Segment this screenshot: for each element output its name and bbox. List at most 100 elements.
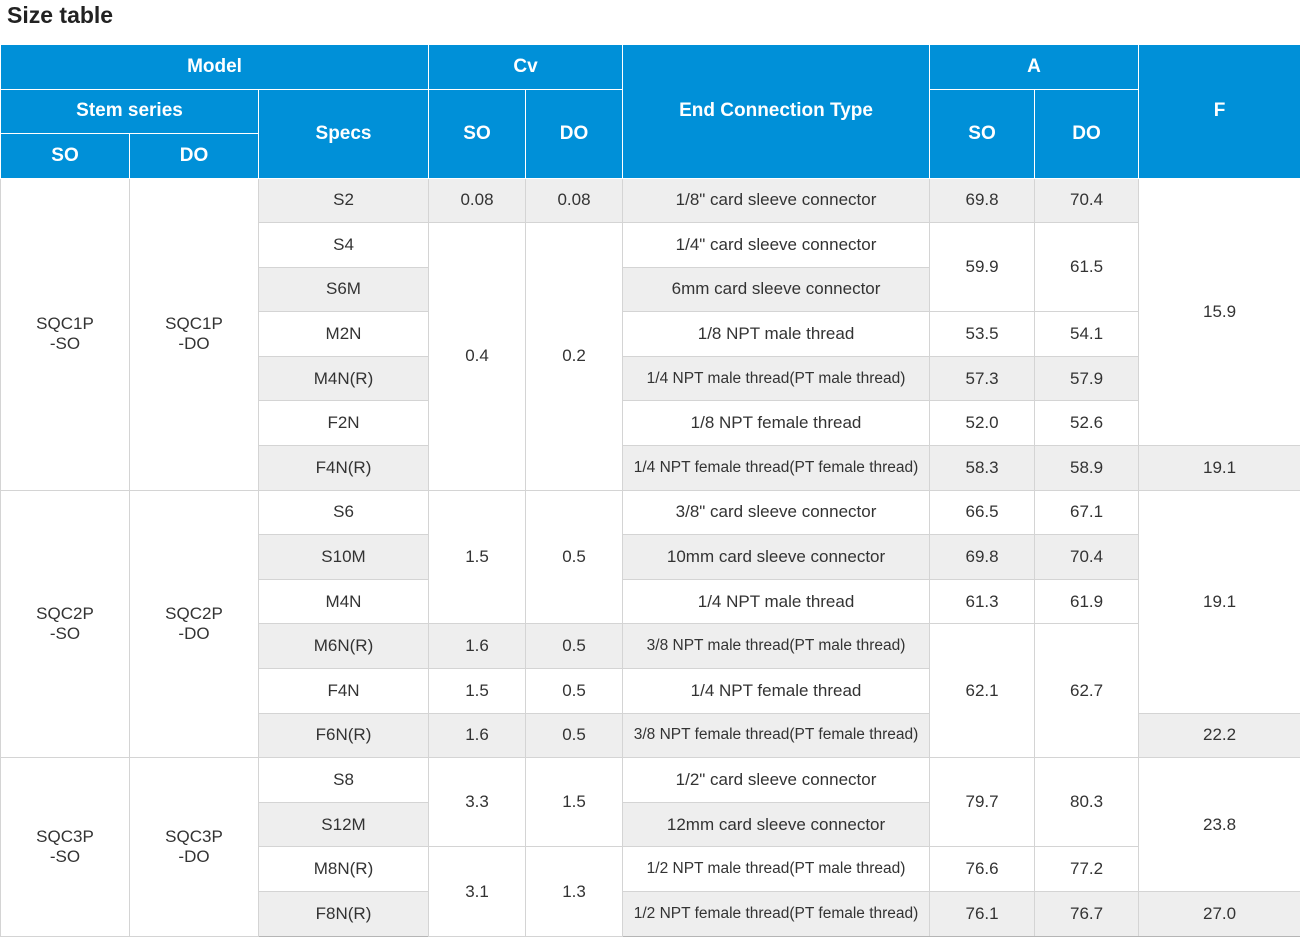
end-connection-cell: 1/8 NPT female thread (622, 400, 931, 447)
table-header: Model Cv End Connection Type A F Stem se… (0, 44, 1300, 179)
table-row: F8N(R) 1/2 NPT female thread(PT female t… (1, 891, 1300, 937)
a-do-cell: 62.7 (1034, 623, 1140, 759)
header-a-so: SO (929, 88, 1036, 179)
end-connection-cell: 1/4 NPT male thread (622, 578, 931, 625)
table-body: SQC1P -SO SQC1P -DO S2 0.08 0.08 1/8" ca… (0, 177, 1300, 937)
end-connection-cell: 1/8 NPT male thread (622, 311, 931, 357)
cv-do-cell: 0.2 (525, 222, 624, 491)
header-cv: Cv (428, 44, 624, 90)
specs-cell: S4 (257, 222, 430, 268)
stem-do-cell: SQC2P -DO (129, 489, 259, 759)
table-row: M6N(R) 1.6 0.5 3/8 NPT male thread(PT ma… (1, 623, 1300, 759)
cv-so-cell: 0.4 (428, 222, 527, 491)
end-connection-cell: 3/8 NPT male thread(PT male thread) (622, 623, 931, 670)
a-do-cell: 57.9 (1034, 355, 1140, 402)
header-a-do: DO (1034, 88, 1140, 179)
a-so-cell: 69.8 (929, 534, 1036, 580)
stem-so-cell: SQC2P -SO (0, 489, 130, 759)
table-row: S10M 10mm card sleeve connector 69.8 70.… (1, 534, 1300, 580)
specs-cell: F8N(R) (257, 891, 430, 937)
end-connection-cell: 1/2 NPT female thread(PT female thread) (622, 891, 931, 937)
specs-cell: S10M (257, 534, 430, 580)
end-connection-cell: 12mm card sleeve connector (622, 801, 931, 848)
table-row: F4N 1.5 0.5 1/4 NPT female thread (1, 668, 1300, 714)
end-connection-cell: 1/8" card sleeve connector (622, 177, 931, 224)
specs-cell: S6 (257, 489, 430, 536)
table-row: SQC2P -SO SQC2P -DO S6 1.5 0.5 3/8" card… (0, 489, 1300, 759)
a-do-cell: 54.1 (1034, 311, 1140, 357)
cv-so-cell: 3.1 (428, 846, 527, 937)
cv-so-cell: 1.5 (428, 489, 527, 625)
a-so-cell: 61.3 (929, 578, 1036, 625)
header-stem-series: Stem series (0, 88, 259, 134)
a-so-cell: 66.5 (929, 489, 1036, 536)
f-cell: 23.8 (1138, 757, 1300, 892)
a-do-cell: 52.6 (1034, 400, 1140, 447)
table-row: SQC1P -SO SQC1P -DO S2 0.08 0.08 1/8" ca… (0, 177, 1300, 491)
table-row: S4 0.4 0.2 1/4" card sleeve connector 59… (1, 222, 1300, 491)
cv-do-cell: 0.5 (525, 712, 624, 759)
end-connection-cell: 6mm card sleeve connector (622, 266, 931, 313)
a-do-cell: 80.3 (1034, 757, 1140, 848)
header-model: Model (0, 44, 430, 90)
end-connection-cell: 10mm card sleeve connector (622, 534, 931, 580)
stem-do-cell: SQC3P -DO (129, 757, 259, 937)
specs-cell: M4N(R) (257, 355, 430, 402)
table-row: M4N 1/4 NPT male thread 61.3 61.9 (1, 578, 1300, 625)
header-specs: Specs (257, 88, 430, 179)
a-do-cell: 58.9 (1034, 445, 1140, 491)
cv-do-cell: 0.08 (525, 177, 624, 224)
cv-so-cell: 0.08 (428, 177, 527, 224)
a-do-cell: 61.9 (1034, 578, 1140, 625)
a-so-cell: 76.6 (929, 846, 1036, 892)
cv-so-cell: 1.5 (428, 668, 527, 714)
cv-do-cell: 1.5 (525, 757, 624, 848)
specs-cell: M4N (257, 578, 430, 625)
specs-cell: F4N(R) (257, 445, 430, 491)
a-do-cell: 70.4 (1034, 534, 1140, 580)
end-connection-cell: 1/4 NPT female thread(PT female thread) (622, 445, 931, 491)
table-row: F6N(R) 1.6 0.5 3/8 NPT female thread(PT … (1, 712, 1300, 759)
specs-cell: S2 (257, 177, 430, 224)
header-stem-do: DO (129, 133, 259, 179)
table-row: S6M 6mm card sleeve connector (1, 266, 1300, 313)
specs-cell: M2N (257, 311, 430, 357)
table-row: M8N(R) 3.1 1.3 1/2 NPT male thread(PT ma… (1, 846, 1300, 937)
cv-do-cell: 1.3 (525, 846, 624, 937)
f-cell: 15.9 (1138, 177, 1300, 447)
header-end-connection-type: End Connection Type (622, 44, 931, 179)
specs-cell: S8 (257, 757, 430, 803)
header-cv-so: SO (428, 88, 527, 179)
end-connection-cell: 1/4 NPT male thread(PT male thread) (622, 355, 931, 402)
a-so-cell: 59.9 (929, 222, 1036, 313)
specs-cell: S6M (257, 266, 430, 313)
stem-so-cell: SQC3P -SO (0, 757, 130, 937)
a-do-cell: 67.1 (1034, 489, 1140, 536)
cv-do-cell: 0.5 (525, 623, 624, 670)
table-row: S12M 12mm card sleeve connector (1, 801, 1300, 848)
f-cell: 19.1 (1138, 489, 1300, 714)
a-so-cell: 58.3 (929, 445, 1036, 491)
a-so-cell: 76.1 (929, 891, 1036, 937)
a-so-cell: 53.5 (929, 311, 1036, 357)
cv-do-cell: 0.5 (525, 489, 624, 625)
f-cell: 19.1 (1138, 445, 1300, 491)
a-so-cell: 62.1 (929, 623, 1036, 759)
a-do-cell: 70.4 (1034, 177, 1140, 224)
a-do-cell: 77.2 (1034, 846, 1140, 892)
header-a: A (929, 44, 1140, 90)
cv-do-cell: 0.5 (525, 668, 624, 714)
header-stem-so: SO (0, 133, 130, 179)
end-connection-cell: 3/8 NPT female thread(PT female thread) (622, 712, 931, 759)
end-connection-cell: 1/4" card sleeve connector (622, 222, 931, 268)
specs-cell: M6N(R) (257, 623, 430, 670)
table-row: M4N(R) 1/4 NPT male thread(PT male threa… (1, 355, 1300, 402)
header-f: F (1138, 44, 1300, 179)
a-do-cell: 61.5 (1034, 222, 1140, 313)
specs-cell: F4N (257, 668, 430, 714)
f-cell: 27.0 (1138, 891, 1300, 937)
end-connection-cell: 1/2 NPT male thread(PT male thread) (622, 846, 931, 892)
cv-so-cell: 1.6 (428, 712, 527, 759)
page-title: Size table (7, 2, 114, 28)
a-so-cell: 79.7 (929, 757, 1036, 848)
